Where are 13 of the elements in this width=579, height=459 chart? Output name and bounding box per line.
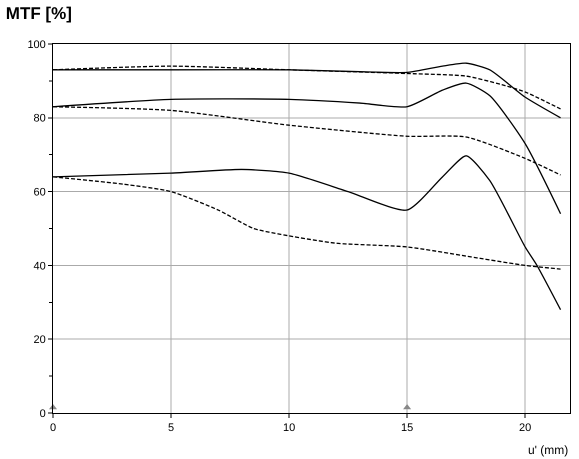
x-tick-label: 20 xyxy=(519,422,532,434)
y-tick-label: 40 xyxy=(34,260,46,272)
x-axis-title: u' (mm) xyxy=(528,443,568,457)
x-tick-label: 15 xyxy=(400,422,414,434)
y-tick-label: 0 xyxy=(40,408,46,420)
y-tick-label: 80 xyxy=(34,112,46,125)
y-tick-label: 100 xyxy=(27,38,46,51)
y-tick-label: 60 xyxy=(34,186,46,198)
y-tick-label: 20 xyxy=(34,334,46,346)
x-tick-label: 0 xyxy=(50,422,56,434)
chart-title: MTF [%] xyxy=(6,4,72,23)
x-tick-label: 10 xyxy=(282,422,296,434)
x-tick-label: 5 xyxy=(168,422,174,434)
